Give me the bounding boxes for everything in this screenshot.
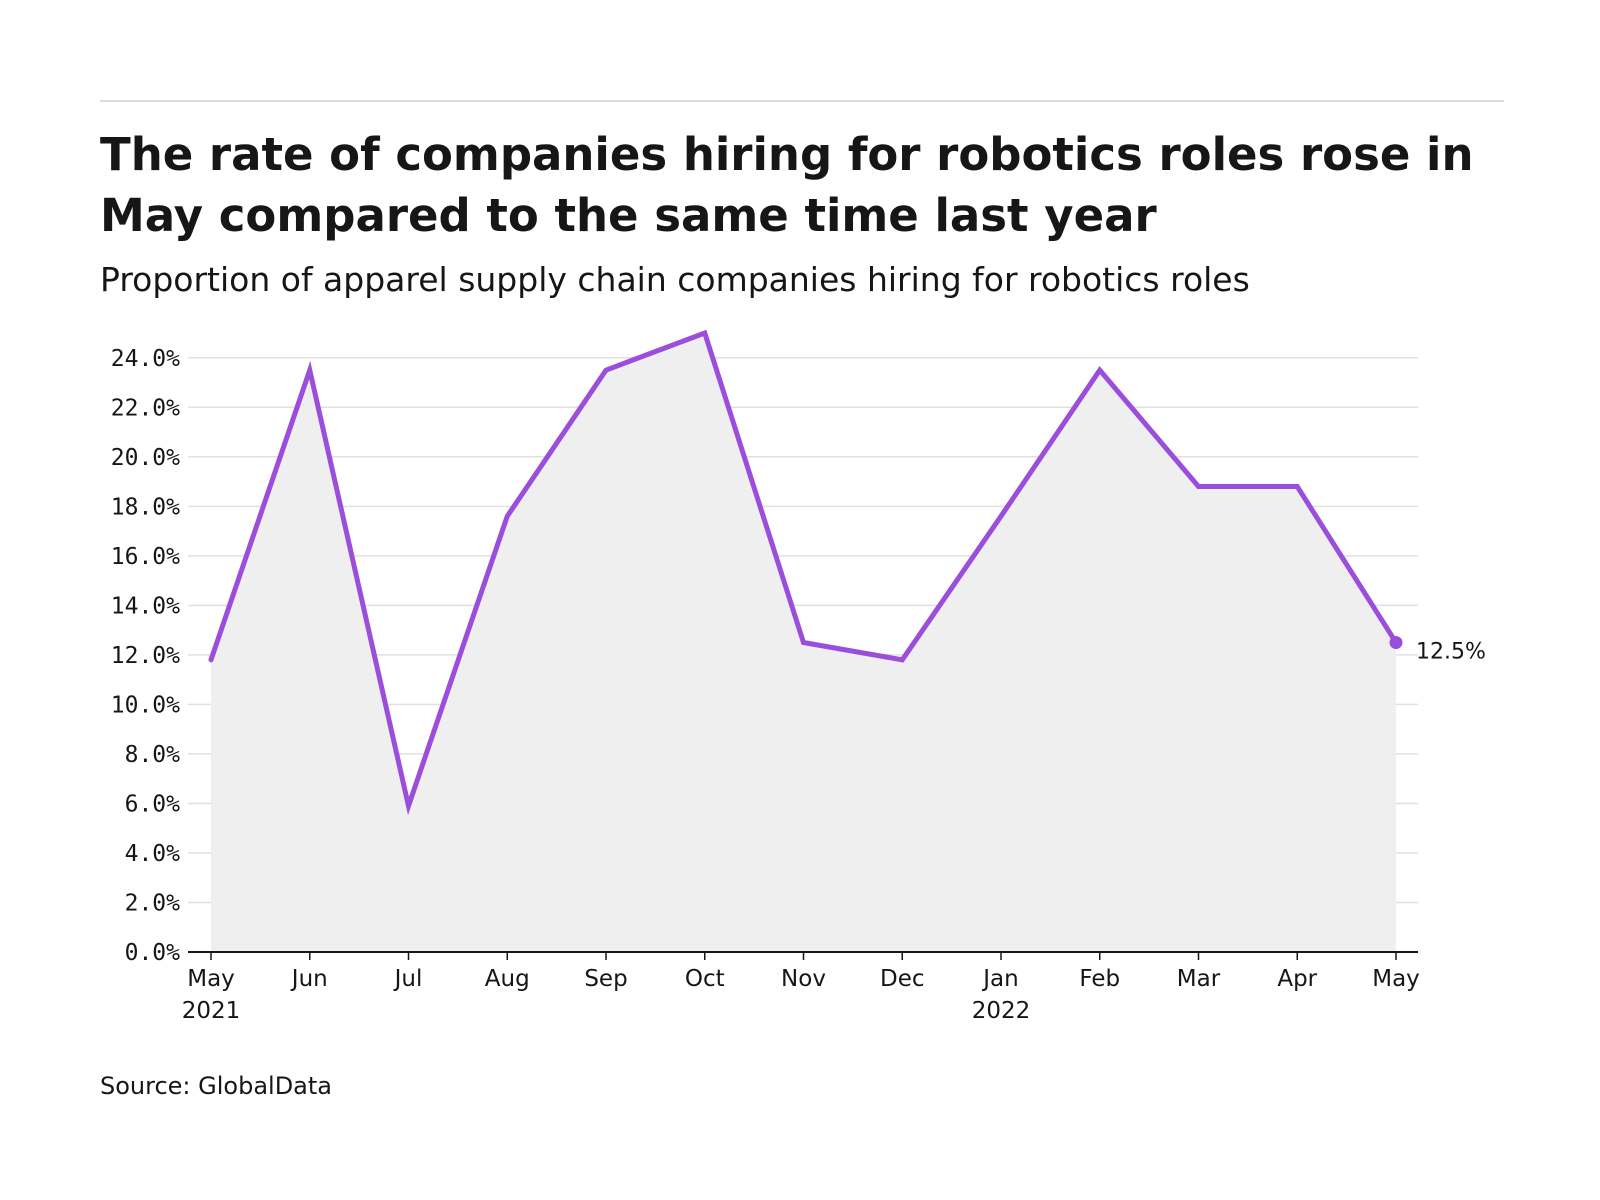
top-divider: [100, 100, 1504, 102]
x-tick-label: Dec: [880, 966, 925, 992]
end-marker: [1389, 636, 1403, 649]
y-tick-label: 20.0%: [111, 445, 180, 471]
x-tick-label: Jan: [981, 966, 1018, 992]
source-note: Source: GlobalData: [100, 1072, 333, 1100]
y-tick-label: 0.0%: [125, 940, 181, 966]
y-tick-label: 2.0%: [125, 890, 181, 916]
end-value-label: 12.5%: [1416, 640, 1486, 665]
x-tick-label: Aug: [485, 966, 530, 992]
x-tick-label: May: [1372, 966, 1420, 992]
chart-subtitle: Proportion of apparel supply chain compa…: [100, 260, 1250, 299]
y-tick-label: 12.0%: [111, 643, 180, 669]
end-label-layer: 12.5%: [1389, 636, 1486, 665]
y-tick-label: 6.0%: [125, 791, 181, 817]
y-axis-ticks: 0.0% 2.0% 4.0% 6.0% 8.0% 10.0% 12.0% 14.0% 16.0%…: [111, 346, 180, 966]
y-tick-label: 14.0%: [111, 593, 180, 619]
x-tick-label: Sep: [584, 966, 627, 992]
series-line: [208, 329, 1399, 816]
y-tick-label: 18.0%: [111, 494, 180, 520]
series-line-layer: [208, 329, 1399, 816]
chart-title: The rate of companies hiring for robotic…: [100, 128, 1474, 242]
x-tick-label: May: [187, 966, 235, 992]
y-tick-label: 4.0%: [125, 841, 181, 867]
y-tick-label: 8.0%: [125, 742, 181, 768]
x-tick-label: Feb: [1079, 966, 1120, 992]
y-tick-label: 24.0%: [111, 346, 180, 372]
x-tick-label: Mar: [1177, 966, 1221, 992]
x-tick-label: Jun: [290, 966, 328, 992]
y-tick-label: 16.0%: [111, 544, 180, 570]
y-tick-label: 10.0%: [111, 692, 180, 718]
x-tick-label: Nov: [781, 966, 826, 992]
x-tick-label: Apr: [1277, 966, 1317, 992]
x-axis-ticks: May 2021 Jun Jul Aug Sep Oct Nov Dec Jan 2022 Feb Ma…: [182, 952, 1420, 1024]
x-tick-year-label: 2021: [182, 998, 241, 1024]
x-tick-label: Oct: [685, 966, 725, 992]
y-tick-label: 22.0%: [111, 395, 180, 421]
x-tick-year-label: 2022: [972, 998, 1031, 1024]
x-tick-label: Jul: [393, 966, 423, 992]
